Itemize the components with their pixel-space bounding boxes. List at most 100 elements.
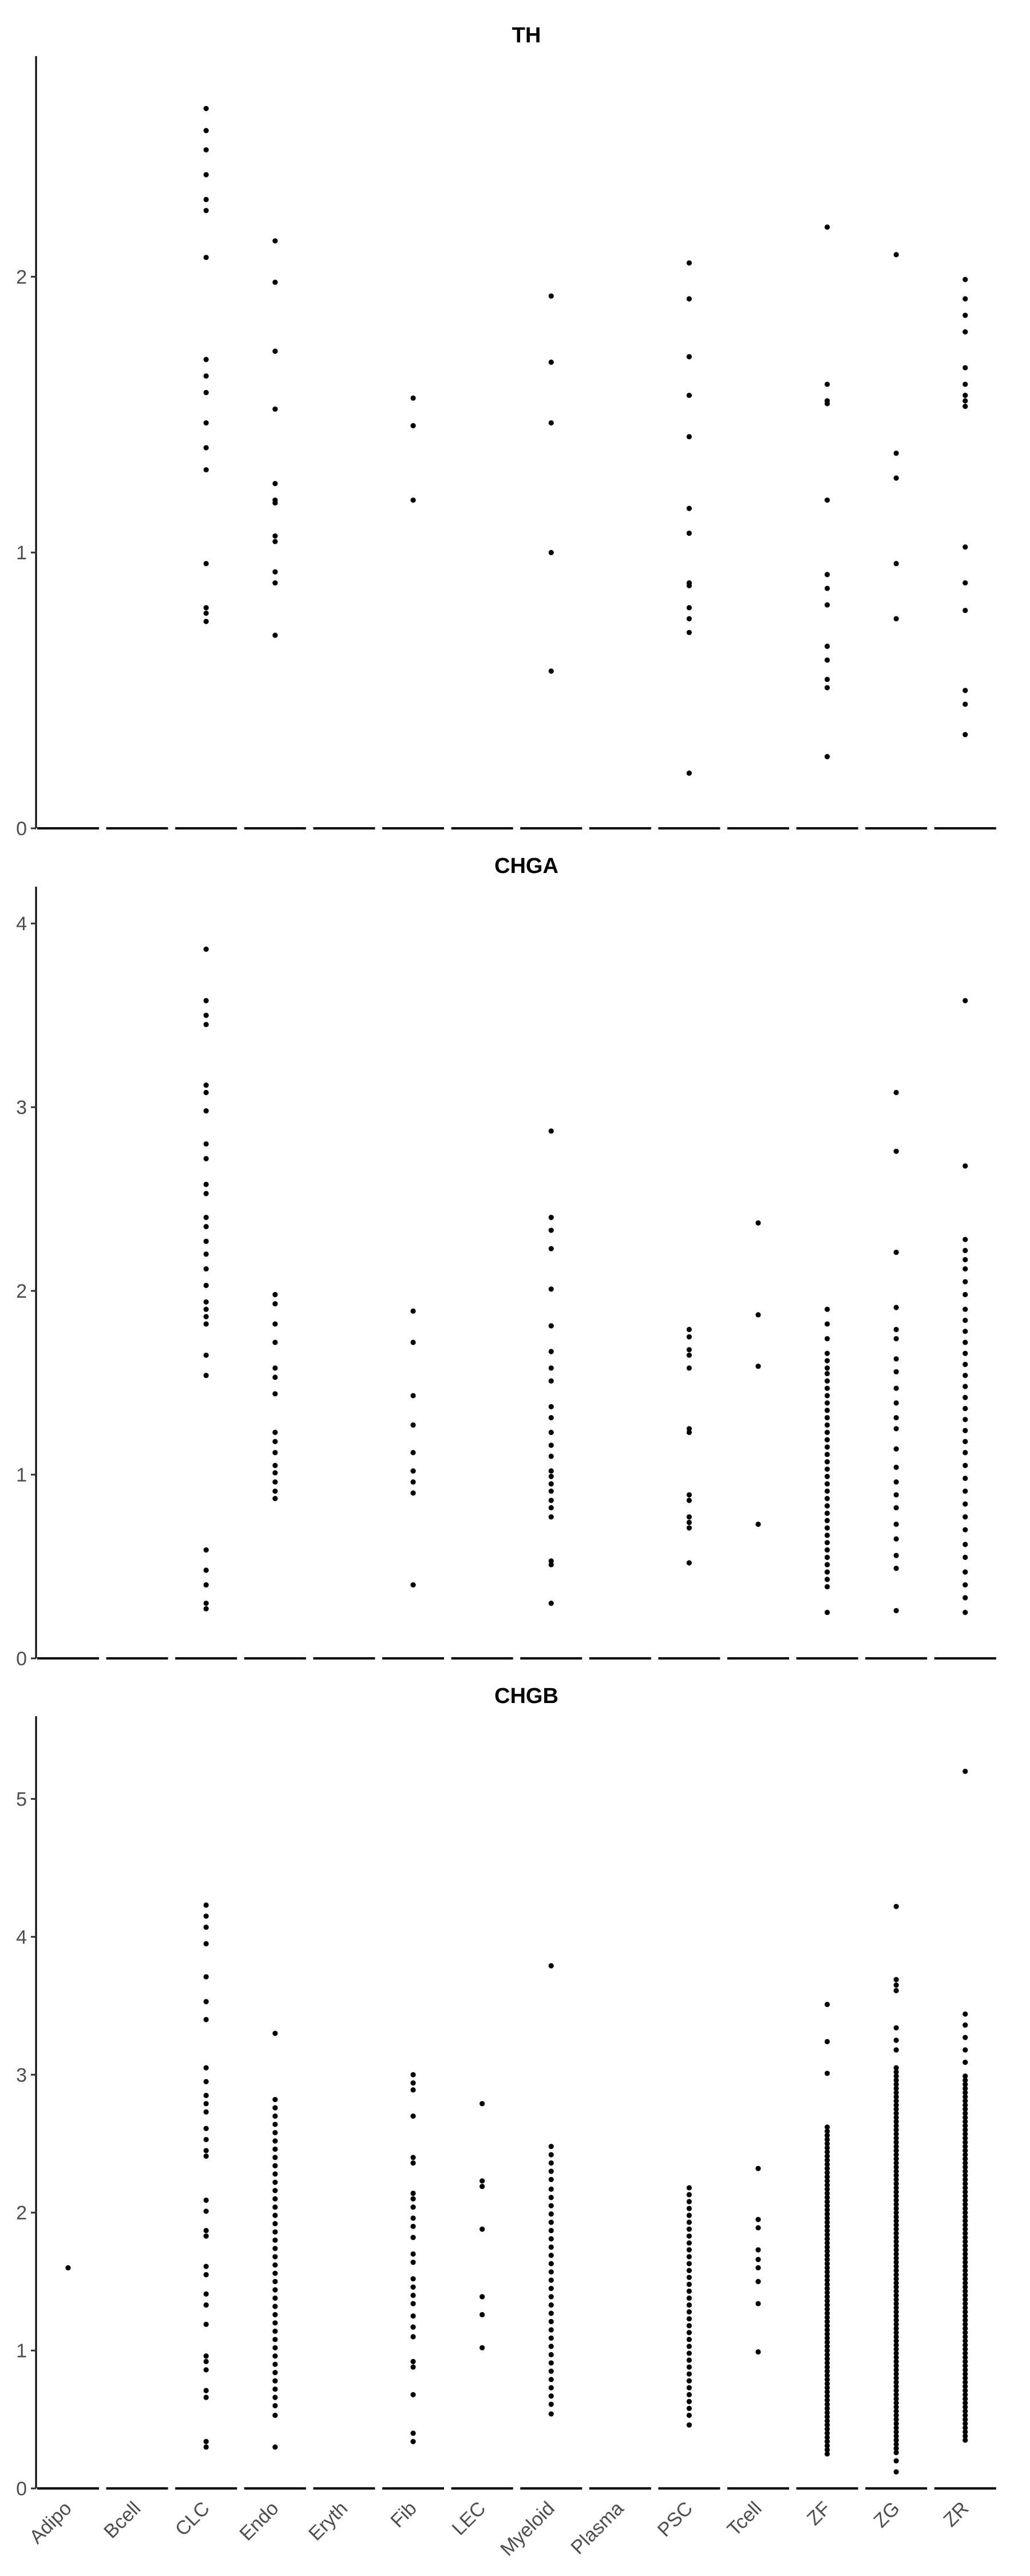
data-point-clc bbox=[203, 1108, 209, 1114]
data-point-zf bbox=[825, 1415, 830, 1421]
data-point-zg bbox=[893, 2429, 899, 2435]
data-point-zg bbox=[893, 2214, 899, 2220]
data-point-psc bbox=[686, 1326, 692, 1333]
data-point-psc bbox=[686, 2344, 692, 2349]
data-point-myeloid bbox=[548, 2411, 554, 2417]
data-point-zf bbox=[825, 1321, 830, 1327]
data-point-myeloid bbox=[548, 1128, 554, 1134]
data-point-zr bbox=[962, 2433, 968, 2439]
data-point-myeloid bbox=[548, 1349, 554, 1354]
data-point-zr bbox=[962, 2421, 968, 2427]
data-point-zg bbox=[893, 1988, 899, 1993]
data-point-zf bbox=[825, 1518, 830, 1523]
data-point-zr bbox=[962, 2139, 968, 2145]
data-point-clc bbox=[203, 610, 209, 616]
data-point-endo bbox=[272, 2138, 278, 2144]
data-point-zg bbox=[893, 2396, 899, 2402]
data-point-zf bbox=[825, 1459, 830, 1465]
data-point-zg bbox=[893, 1305, 899, 1310]
data-point-fib bbox=[410, 497, 416, 503]
data-point-zr bbox=[962, 2202, 968, 2207]
data-point-tcell bbox=[755, 2349, 761, 2355]
data-point-zf bbox=[825, 2149, 830, 2155]
data-point-zg bbox=[893, 2276, 899, 2282]
data-point-clc bbox=[203, 196, 209, 203]
data-point-zr bbox=[962, 2115, 968, 2120]
data-point-zf bbox=[825, 2136, 830, 2143]
data-point-lec bbox=[480, 2294, 485, 2300]
data-point-zr bbox=[962, 2396, 968, 2402]
y-tick-label: 2 bbox=[16, 2202, 27, 2224]
data-point-endo bbox=[272, 2212, 278, 2218]
x-category-label: Fib bbox=[386, 2498, 421, 2532]
data-point-zf bbox=[825, 2207, 830, 2212]
data-point-clc bbox=[203, 2302, 209, 2308]
data-point-psc bbox=[686, 392, 692, 398]
data-point-zr bbox=[962, 2384, 968, 2389]
data-point-zf bbox=[825, 2418, 830, 2424]
data-point-endo bbox=[272, 2320, 278, 2326]
data-point-endo bbox=[272, 2229, 278, 2235]
data-point-fib bbox=[410, 2284, 416, 2290]
data-point-zr bbox=[962, 2011, 968, 2017]
data-point-clc bbox=[203, 1582, 209, 1588]
data-point-zg bbox=[893, 2193, 899, 2199]
data-point-zf bbox=[825, 2302, 830, 2308]
data-point-zf bbox=[825, 1554, 830, 1560]
data-point-fib bbox=[410, 2358, 416, 2364]
data-point-zg bbox=[893, 2267, 899, 2273]
x-category-label: Eryth bbox=[304, 2498, 352, 2545]
data-point-myeloid bbox=[548, 2152, 554, 2158]
data-point-fib bbox=[410, 2301, 416, 2306]
data-points bbox=[65, 1768, 968, 2475]
data-point-psc bbox=[686, 2378, 692, 2384]
data-point-myeloid bbox=[548, 1514, 554, 1520]
data-point-psc bbox=[686, 2233, 692, 2239]
data-point-zg bbox=[893, 2176, 899, 2182]
data-point-zr bbox=[962, 2429, 968, 2435]
data-point-adipo bbox=[65, 2265, 71, 2271]
data-point-zr bbox=[962, 2022, 968, 2028]
data-point-fib bbox=[410, 2364, 416, 2370]
data-point-endo bbox=[272, 348, 278, 354]
data-point-zr bbox=[962, 1475, 968, 1481]
data-point-zg bbox=[893, 2251, 899, 2257]
data-point-zg bbox=[893, 2081, 899, 2087]
data-point-myeloid bbox=[548, 2377, 554, 2383]
data-point-zr bbox=[962, 2135, 968, 2141]
data-point-zg bbox=[893, 2115, 899, 2120]
data-point-psc bbox=[686, 605, 692, 611]
data-point-fib bbox=[410, 2334, 416, 2340]
data-point-clc bbox=[203, 357, 209, 362]
data-point-zr bbox=[962, 2214, 968, 2220]
data-point-myeloid bbox=[548, 2294, 554, 2300]
data-point-zg bbox=[893, 1479, 899, 1485]
data-point-zg bbox=[893, 2313, 899, 2319]
data-point-psc bbox=[686, 505, 692, 511]
data-point-clc bbox=[203, 2208, 209, 2214]
data-point-myeloid bbox=[548, 1378, 554, 1384]
y-tick-label: 5 bbox=[16, 1789, 27, 1811]
data-point-zr bbox=[962, 2346, 968, 2352]
data-point-zf bbox=[825, 2211, 830, 2217]
data-point-fib bbox=[410, 2313, 416, 2319]
data-point-fib bbox=[410, 2439, 416, 2444]
data-point-zg bbox=[893, 2445, 899, 2451]
data-point-clc bbox=[203, 1314, 209, 1319]
data-point-zr bbox=[962, 2392, 968, 2397]
data-point-fib bbox=[410, 2087, 416, 2093]
data-point-clc bbox=[203, 128, 209, 133]
data-point-zg bbox=[893, 2309, 899, 2315]
data-point-clc bbox=[203, 2263, 209, 2269]
data-point-psc bbox=[686, 2350, 692, 2356]
data-point-myeloid bbox=[548, 2160, 554, 2166]
data-point-zr bbox=[962, 1394, 968, 1400]
data-point-zg bbox=[893, 2202, 899, 2207]
data-point-psc bbox=[686, 1352, 692, 1358]
data-point-clc bbox=[203, 208, 209, 214]
data-point-myeloid bbox=[548, 2360, 554, 2366]
data-point-zg bbox=[893, 2305, 899, 2311]
data-point-endo bbox=[272, 2287, 278, 2293]
data-point-zr bbox=[962, 2338, 968, 2344]
data-point-zr bbox=[962, 2073, 968, 2079]
